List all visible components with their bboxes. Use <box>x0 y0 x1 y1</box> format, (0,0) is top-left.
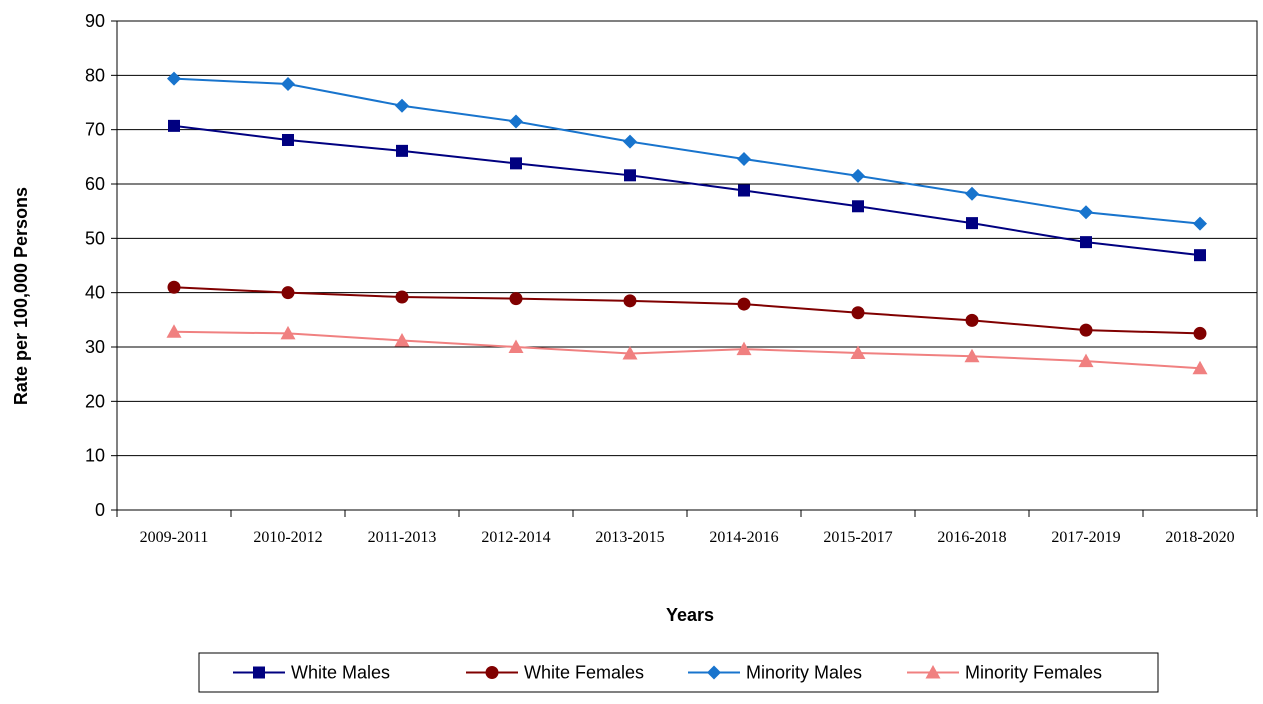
series-line <box>173 77 1201 225</box>
data-point <box>508 339 524 353</box>
data-point <box>281 77 295 92</box>
data-point <box>394 332 410 347</box>
legend-label: White Females <box>524 663 644 683</box>
series-minority-females <box>166 324 1208 375</box>
plot-area-border <box>116 20 1258 511</box>
data-point <box>965 186 979 201</box>
data-point <box>966 217 978 230</box>
y-tick-label: 20 <box>85 391 105 411</box>
y-tick-label: 90 <box>85 11 105 31</box>
legend-entry: Minority Males <box>688 663 862 683</box>
legend-label: White Males <box>291 663 390 683</box>
series-white-females <box>167 280 1207 340</box>
data-point <box>396 144 408 157</box>
y-tick-label: 80 <box>85 65 105 85</box>
legend-marker <box>253 666 265 679</box>
series-minority-males <box>167 71 1207 231</box>
data-point <box>1194 249 1206 262</box>
x-tick-label: 2010-2012 <box>253 529 322 546</box>
data-point <box>624 169 636 182</box>
data-point <box>167 71 181 86</box>
series-lines <box>166 71 1208 375</box>
legend-label: Minority Males <box>746 663 862 683</box>
legend-box <box>198 652 1159 693</box>
x-tick-label: 2017-2019 <box>1051 529 1120 546</box>
legend-marker <box>925 665 941 679</box>
data-point <box>168 119 180 132</box>
y-tick-label: 60 <box>85 174 105 194</box>
data-point <box>280 325 296 340</box>
data-point <box>1192 360 1208 375</box>
data-point <box>623 294 637 308</box>
legend-marker <box>485 666 499 679</box>
y-tick-label: 70 <box>85 120 105 140</box>
data-point <box>1078 353 1094 368</box>
data-point <box>395 290 409 304</box>
data-point <box>1079 323 1093 337</box>
legend-entry: White Males <box>233 663 390 683</box>
legend-label: Minority Females <box>965 663 1102 683</box>
data-point <box>281 286 295 300</box>
x-tick-label: 2013-2015 <box>595 529 664 546</box>
data-point <box>1080 236 1092 249</box>
data-point <box>167 280 181 294</box>
data-point <box>736 341 752 356</box>
legend-entry: White Females <box>466 663 644 683</box>
data-point <box>1193 326 1207 340</box>
data-point <box>851 306 865 320</box>
x-axis-title: Years <box>666 605 714 625</box>
y-tick-label: 40 <box>85 283 105 303</box>
axes <box>111 20 1258 517</box>
data-point <box>965 313 979 327</box>
data-point <box>395 98 409 113</box>
data-point <box>166 324 182 338</box>
y-tick-label: 50 <box>85 228 105 248</box>
y-axis-title: Rate per 100,000 Persons <box>11 187 31 405</box>
x-tick-label: 2011-2013 <box>368 529 437 546</box>
data-point <box>738 184 750 197</box>
x-tick-label: 2016-2018 <box>937 529 1006 546</box>
legend-entry: Minority Females <box>907 663 1102 683</box>
x-tick-label: 2015-2017 <box>823 529 892 546</box>
y-tick-label: 0 <box>95 500 105 520</box>
data-point <box>509 292 523 306</box>
data-point <box>851 168 865 183</box>
x-tick-label: 2009-2011 <box>140 529 209 546</box>
data-point <box>737 152 751 167</box>
data-point <box>852 200 864 213</box>
x-tick-label: 2018-2020 <box>1165 529 1234 546</box>
data-point <box>623 134 637 149</box>
data-point <box>510 157 522 170</box>
series-white-males <box>168 119 1206 262</box>
data-point <box>282 133 294 146</box>
data-point <box>1079 205 1093 220</box>
legend: White Males White Females Minority Males Mi… <box>198 652 1159 693</box>
gridlines <box>117 74 1257 457</box>
data-point <box>509 114 523 129</box>
series-line <box>173 124 1201 257</box>
data-point <box>737 297 751 311</box>
data-point <box>964 348 980 363</box>
tick-labels: 0 10 20 30 40 50 60 70 80 90 2009-2011 2010-2012 201… <box>85 11 1235 546</box>
data-point <box>850 345 866 359</box>
series-line <box>173 286 1201 335</box>
series-line <box>173 330 1201 370</box>
x-tick-label: 2012-2014 <box>481 529 550 546</box>
y-tick-label: 10 <box>85 446 105 466</box>
legend-marker <box>707 665 721 680</box>
y-tick-label: 30 <box>85 337 105 357</box>
data-point <box>622 346 638 360</box>
data-point <box>1193 216 1207 231</box>
x-tick-label: 2014-2016 <box>709 529 778 546</box>
